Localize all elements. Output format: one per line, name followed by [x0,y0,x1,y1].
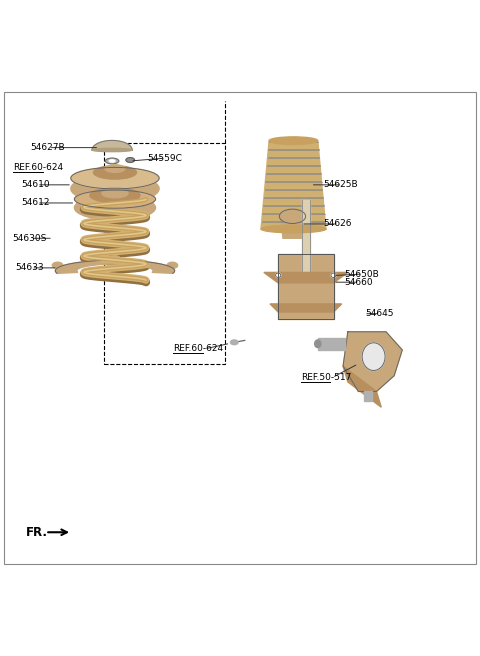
Polygon shape [264,190,323,197]
Polygon shape [343,366,381,407]
Ellipse shape [269,137,318,144]
Text: 54559C: 54559C [147,154,182,163]
Polygon shape [263,206,324,213]
Text: 54660: 54660 [344,277,372,287]
Ellipse shape [315,340,321,348]
Ellipse shape [71,174,159,203]
Polygon shape [264,272,348,283]
Polygon shape [268,142,319,149]
Ellipse shape [331,273,336,277]
Ellipse shape [105,165,125,173]
Ellipse shape [230,340,238,344]
Polygon shape [265,174,322,181]
Ellipse shape [92,148,132,152]
Text: 54650B: 54650B [344,270,379,279]
Polygon shape [55,260,175,274]
Polygon shape [261,222,326,229]
Text: REF.50-517: REF.50-517 [301,373,351,382]
Polygon shape [318,338,345,350]
Ellipse shape [74,195,156,220]
Text: 54612: 54612 [22,199,50,207]
Polygon shape [268,150,319,157]
Text: REF.60-624: REF.60-624 [13,163,63,172]
Ellipse shape [94,166,136,179]
Polygon shape [278,255,334,319]
Ellipse shape [167,262,178,268]
Ellipse shape [362,343,385,371]
Polygon shape [343,332,402,392]
Text: 54626: 54626 [324,220,352,228]
Polygon shape [364,392,372,401]
Ellipse shape [276,273,281,277]
Ellipse shape [90,188,140,203]
Text: 54630S: 54630S [12,234,46,243]
Polygon shape [92,140,132,150]
Polygon shape [270,304,342,312]
Polygon shape [263,198,324,205]
Polygon shape [267,157,320,165]
Ellipse shape [110,256,120,262]
Ellipse shape [74,190,156,208]
Polygon shape [301,200,310,271]
Text: 54633: 54633 [16,263,44,272]
Polygon shape [281,219,304,238]
Ellipse shape [279,209,306,224]
Text: 54625B: 54625B [324,180,358,190]
Text: 54610: 54610 [22,180,50,190]
Text: 54645: 54645 [365,309,394,318]
Polygon shape [266,166,321,173]
Text: 54627B: 54627B [30,143,65,152]
Text: FR.: FR. [26,525,48,539]
Ellipse shape [71,167,159,189]
Text: REF.60-624: REF.60-624 [173,344,223,354]
Polygon shape [264,182,322,189]
Ellipse shape [52,262,63,268]
Ellipse shape [106,158,119,164]
Ellipse shape [261,225,326,233]
Ellipse shape [102,189,128,197]
Ellipse shape [109,160,115,162]
Ellipse shape [126,157,134,163]
Polygon shape [262,214,325,221]
